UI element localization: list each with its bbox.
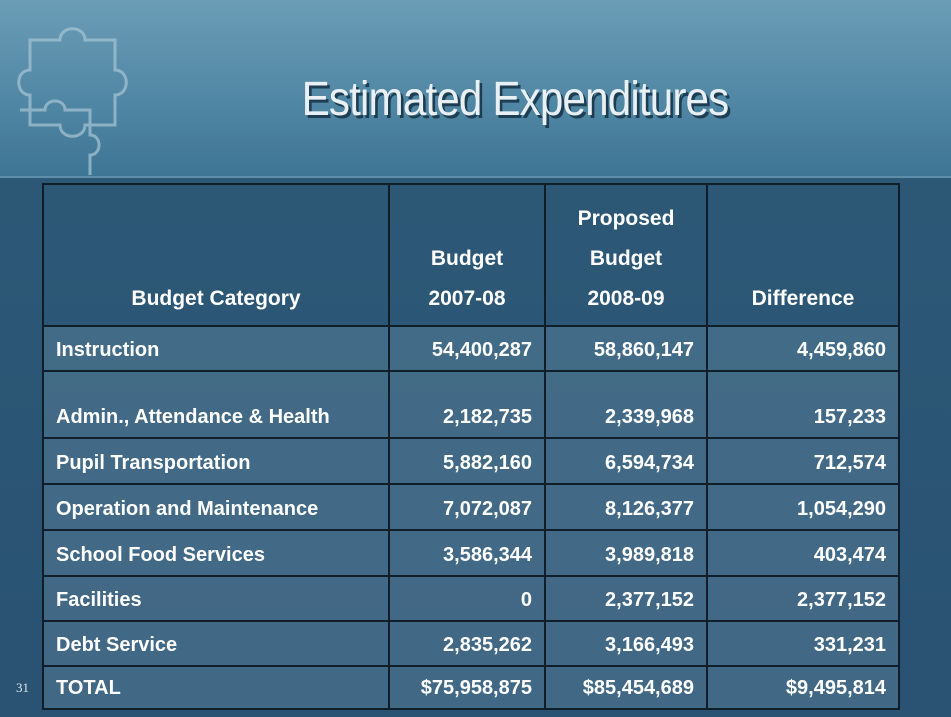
header-line: Budget — [402, 239, 532, 279]
amount-cell: 2,835,262 — [389, 621, 545, 666]
amount-cell: 54,400,287 — [389, 326, 545, 371]
row-label: Admin., Attendance & Health — [43, 371, 389, 438]
amount-cell: 3,989,818 — [545, 530, 707, 576]
puzzle-decoration — [0, 0, 200, 180]
amount-cell: 7,072,087 — [389, 484, 545, 530]
amount-cell: 0 — [389, 576, 545, 621]
header-line: Budget — [558, 239, 694, 279]
header-line: 2007-08 — [402, 279, 532, 319]
amount-cell: $9,495,814 — [707, 666, 899, 709]
amount-cell: 3,166,493 — [545, 621, 707, 666]
row-label: Pupil Transportation — [43, 438, 389, 484]
row-label: Instruction — [43, 326, 389, 371]
slide-title: Estimated Expenditures — [194, 72, 836, 127]
amount-cell: $85,454,689 — [545, 666, 707, 709]
row-label: Debt Service — [43, 621, 389, 666]
amount-cell: 712,574 — [707, 438, 899, 484]
amount-cell: 1,054,290 — [707, 484, 899, 530]
amount-cell: 5,882,160 — [389, 438, 545, 484]
header-line: Budget Category — [56, 279, 376, 319]
header-line: Proposed — [558, 199, 694, 239]
amount-cell: 4,459,860 — [707, 326, 899, 371]
row-label: Facilities — [43, 576, 389, 621]
table-row: TOTAL$75,958,875$85,454,689$9,495,814 — [43, 666, 899, 709]
amount-cell: 403,474 — [707, 530, 899, 576]
page-number: 31 — [16, 680, 29, 696]
amount-cell: 8,126,377 — [545, 484, 707, 530]
header-line: 2008-09 — [558, 279, 694, 319]
column-header: Budget Category — [43, 184, 389, 326]
column-header: Difference — [707, 184, 899, 326]
row-label: TOTAL — [43, 666, 389, 709]
amount-cell: $75,958,875 — [389, 666, 545, 709]
row-label: Operation and Maintenance — [43, 484, 389, 530]
amount-cell: 157,233 — [707, 371, 899, 438]
amount-cell: 2,377,152 — [545, 576, 707, 621]
slide: Estimated Expenditures Budget Category B… — [0, 0, 951, 717]
header-line: Difference — [720, 279, 886, 319]
amount-cell: 2,182,735 — [389, 371, 545, 438]
amount-cell: 2,339,968 — [545, 371, 707, 438]
amount-cell: 3,586,344 — [389, 530, 545, 576]
row-label: School Food Services — [43, 530, 389, 576]
amount-cell: 6,594,734 — [545, 438, 707, 484]
amount-cell: 2,377,152 — [707, 576, 899, 621]
amount-cell: 331,231 — [707, 621, 899, 666]
amount-cell: 58,860,147 — [545, 326, 707, 371]
